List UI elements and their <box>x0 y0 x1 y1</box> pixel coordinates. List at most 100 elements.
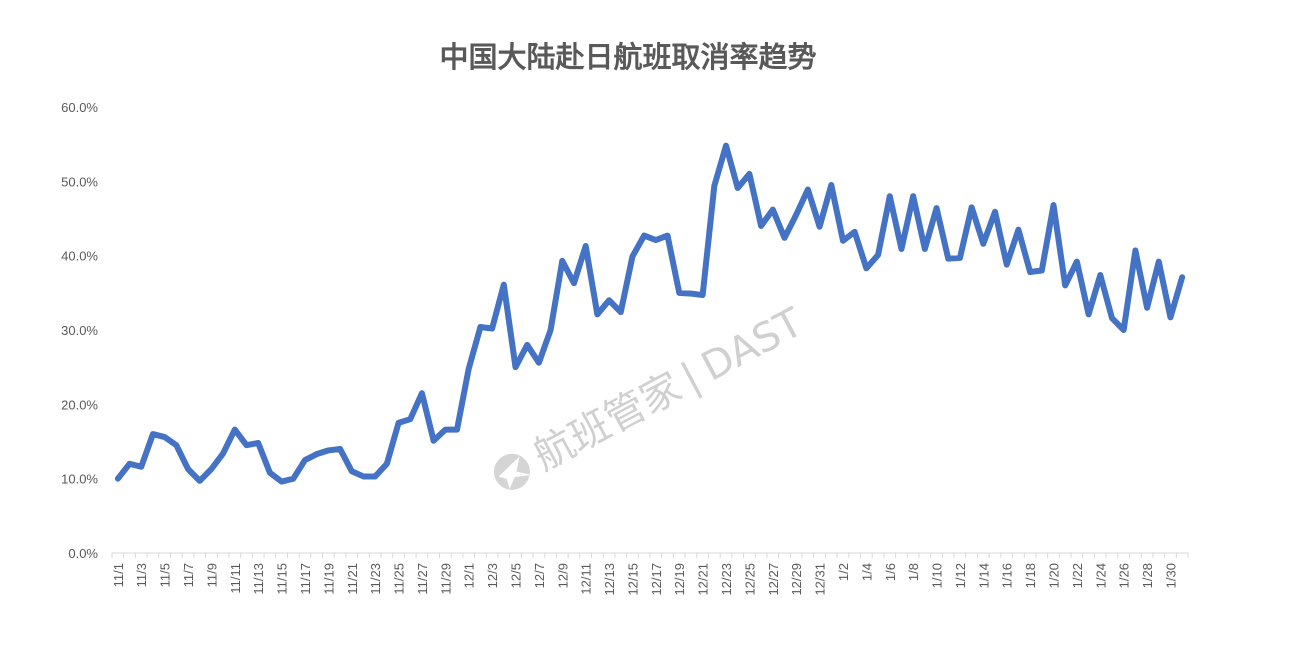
data-point <box>1005 263 1009 267</box>
data-point <box>385 462 389 466</box>
data-point <box>490 327 494 331</box>
data-point <box>642 234 646 238</box>
x-tick-label: 12/3 <box>485 563 500 588</box>
x-tick-label: 11/21 <box>345 563 360 595</box>
x-tick-label: 12/21 <box>696 563 711 596</box>
data-point <box>455 428 459 432</box>
series-group <box>114 142 1186 485</box>
data-point <box>981 242 985 246</box>
data-point <box>853 230 857 234</box>
data-point <box>724 144 728 148</box>
x-tick-label: 1/26 <box>1117 563 1132 588</box>
y-tick-label: 30.0% <box>61 323 98 338</box>
data-point <box>794 213 798 217</box>
data-point <box>221 451 225 455</box>
x-tick-label: 1/20 <box>1047 563 1062 588</box>
x-tick-label: 1/10 <box>930 563 945 588</box>
y-tick-label: 20.0% <box>61 397 98 412</box>
y-tick-label: 60.0% <box>61 100 98 115</box>
data-point <box>1168 315 1172 319</box>
watermark-code-text: DAST <box>694 299 811 390</box>
data-point <box>174 443 178 447</box>
data-point <box>233 428 237 432</box>
data-point <box>607 298 611 302</box>
x-tick-label: 11/7 <box>181 563 196 587</box>
x-tick-label: 11/11 <box>228 563 243 594</box>
data-point <box>420 391 424 395</box>
data-point <box>946 257 950 261</box>
data-point <box>666 234 670 238</box>
data-point <box>829 183 833 187</box>
y-tick-label: 10.0% <box>61 472 98 487</box>
data-point <box>315 452 319 456</box>
data-point <box>747 172 751 176</box>
data-point <box>116 477 120 481</box>
data-point <box>619 310 623 314</box>
x-tick-label: 11/9 <box>204 563 219 587</box>
data-point <box>408 417 412 421</box>
watermark-brand-text: 航班管家 <box>526 364 689 480</box>
x-tick-label: 11/25 <box>392 563 407 595</box>
data-point <box>1180 275 1184 279</box>
plane-globe-icon <box>493 453 532 490</box>
x-tick-label: 1/30 <box>1163 563 1178 588</box>
x-axis-ticks: 11/1 11/3 11/5 11/7 11/9 11/11 11/13 11/15 11/17… <box>111 553 1189 596</box>
data-point <box>256 441 260 445</box>
data-point <box>478 325 482 329</box>
data-point <box>993 210 997 214</box>
data-point <box>326 448 330 452</box>
data-point <box>163 435 167 439</box>
x-tick-label: 12/23 <box>719 563 734 596</box>
x-tick-label: 1/28 <box>1140 563 1155 588</box>
x-tick-label: 1/18 <box>1023 563 1038 588</box>
watermark: 航班管家 | DAST <box>493 299 811 490</box>
x-tick-label: 11/29 <box>438 563 453 595</box>
x-tick-label: 1/8 <box>906 563 921 581</box>
x-tick-label: 12/7 <box>532 563 547 588</box>
x-tick-label: 1/6 <box>883 563 898 581</box>
data-point <box>1157 260 1161 264</box>
data-point <box>209 467 213 471</box>
data-point <box>654 238 658 242</box>
data-point <box>350 469 354 473</box>
y-tick-label: 50.0% <box>61 174 98 189</box>
data-point <box>560 259 564 263</box>
data-point <box>186 467 190 471</box>
data-point <box>783 236 787 240</box>
x-tick-label: 1/16 <box>1000 563 1015 588</box>
data-point <box>443 428 447 432</box>
x-tick-label: 12/15 <box>625 563 640 596</box>
data-point <box>818 225 822 229</box>
data-point <box>268 471 272 475</box>
x-tick-label: 11/15 <box>275 563 290 595</box>
data-point <box>1016 228 1020 232</box>
x-tick-label: 1/2 <box>836 563 851 581</box>
data-point <box>841 239 845 243</box>
x-tick-label: 12/1 <box>462 563 477 588</box>
data-point <box>397 421 401 425</box>
data-point <box>1040 269 1044 273</box>
y-tick-label: 40.0% <box>61 249 98 264</box>
x-tick-label: 11/17 <box>298 563 313 595</box>
data-point <box>198 479 202 483</box>
data-point <box>151 432 155 436</box>
x-tick-label: 12/29 <box>789 563 804 596</box>
data-point <box>1145 306 1149 310</box>
data-point <box>245 443 249 447</box>
data-point <box>923 247 927 251</box>
data-point <box>595 312 599 316</box>
y-tick-label: 0.0% <box>68 546 98 561</box>
x-tick-label: 12/9 <box>555 563 570 588</box>
x-tick-label: 11/27 <box>415 563 430 595</box>
data-point <box>759 224 763 228</box>
x-tick-label: 12/17 <box>649 563 664 596</box>
data-point <box>502 283 506 287</box>
data-point <box>128 462 132 466</box>
data-point <box>1087 312 1091 316</box>
x-tick-label: 12/27 <box>766 563 781 596</box>
data-point <box>1110 316 1114 320</box>
data-point <box>888 194 892 198</box>
y-axis-ticks: 0.0% 10.0% 20.0% 30.0% 40.0% 50.0% 60.0% <box>61 100 98 561</box>
data-point <box>1028 270 1032 274</box>
x-tick-label: 1/12 <box>953 563 968 588</box>
